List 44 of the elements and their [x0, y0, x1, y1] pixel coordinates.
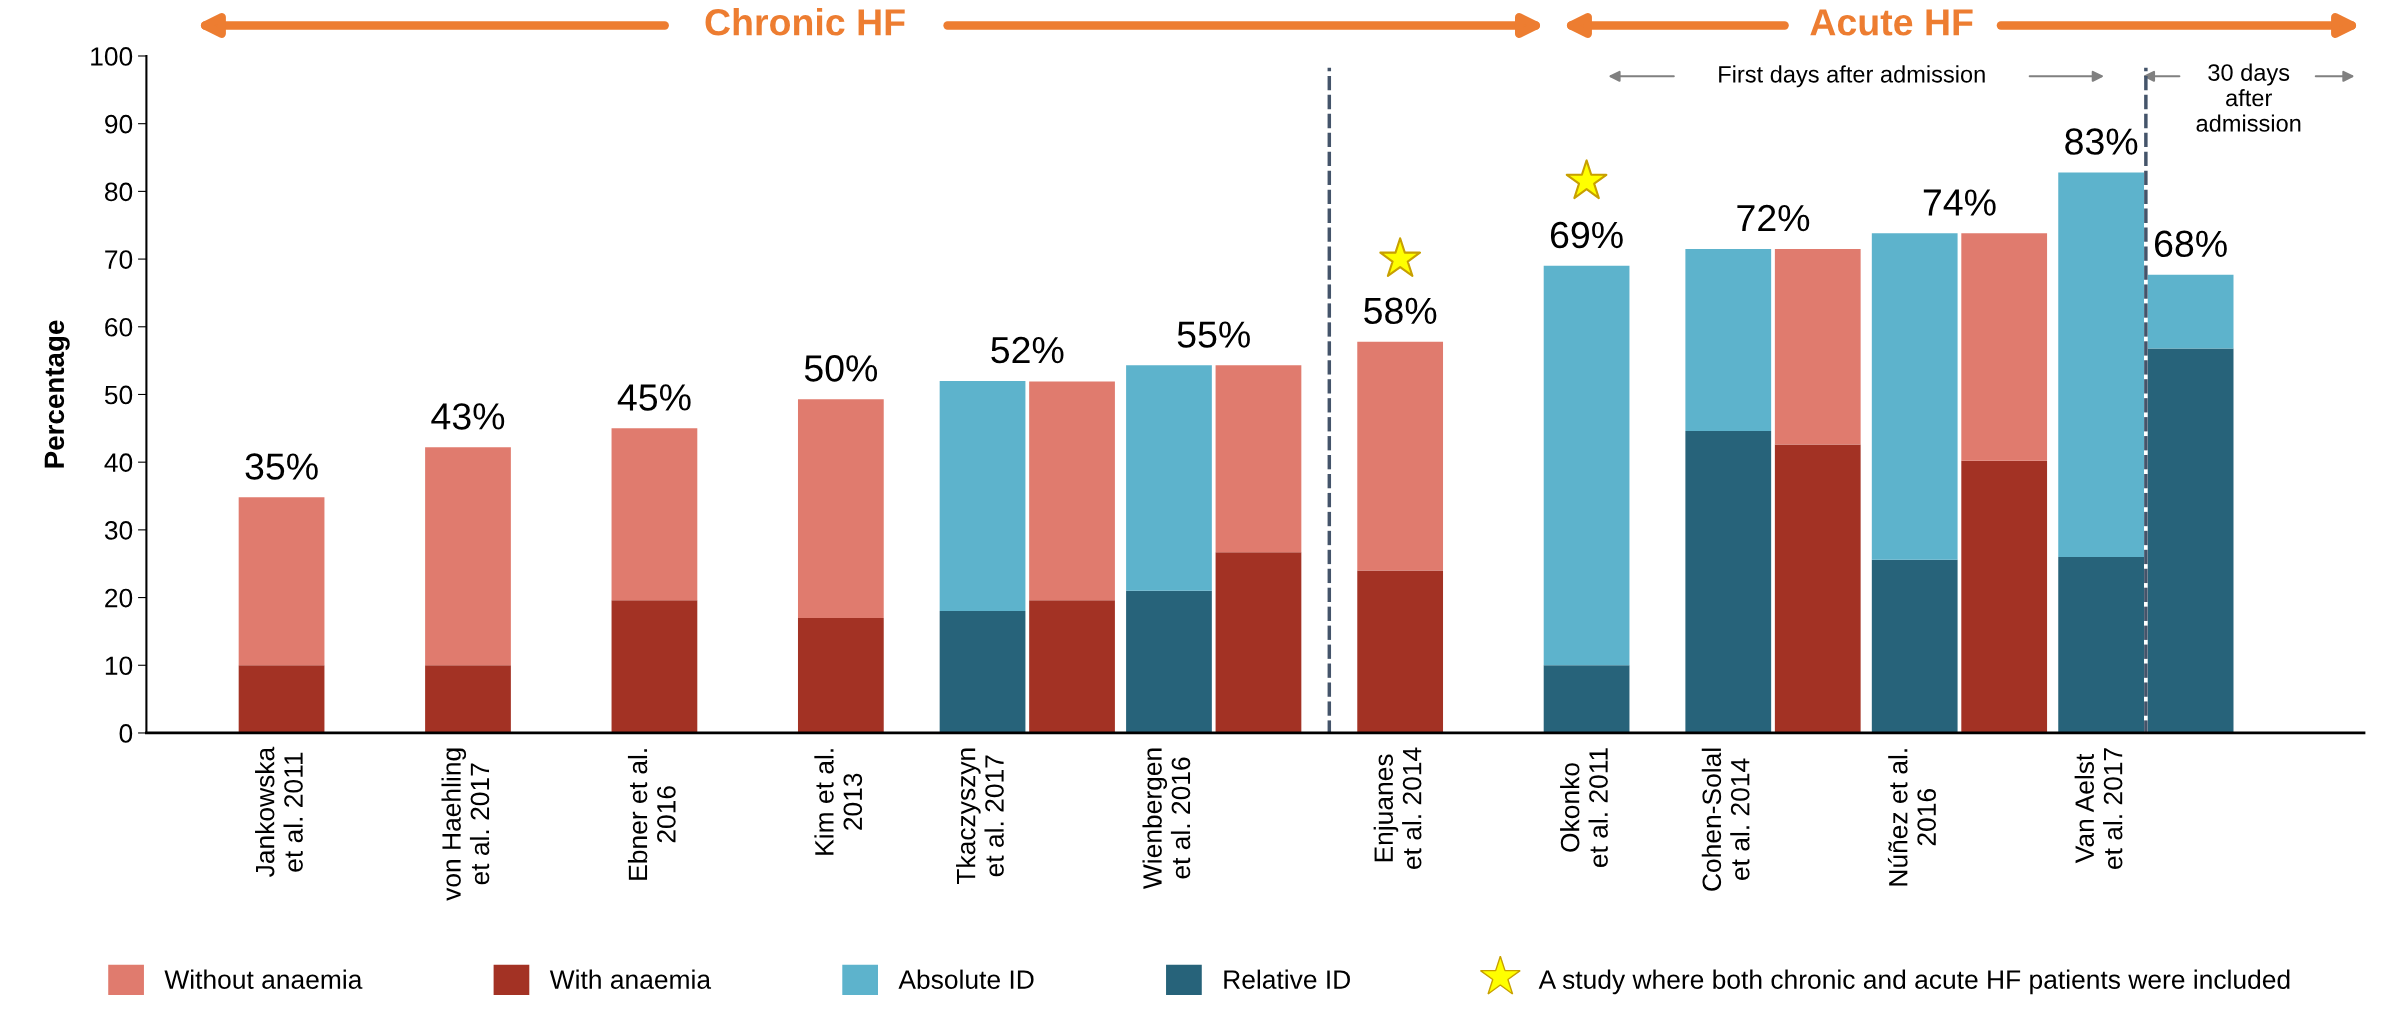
- x-tick-label: von Haehling et al. 2017: [441, 748, 490, 901]
- x-tick-label: Cohen-Solal et al. 2014: [1701, 748, 1750, 891]
- legend-label: Without anaemia: [164, 969, 363, 989]
- x-tick-label: Wienbergen et al. 2016: [1142, 748, 1191, 890]
- x-tick-label: Van Aelst et al. 2017: [2074, 748, 2123, 869]
- total-label: 55%: [1177, 321, 1250, 348]
- legend-label: With anaemia: [549, 969, 712, 989]
- y-tick-label: 50: [104, 385, 133, 405]
- y-tick-label: 10: [105, 656, 133, 676]
- total-label: 35%: [245, 453, 318, 480]
- y-tick-label: 0: [119, 724, 133, 743]
- legend-label: Absolute ID: [898, 969, 1034, 989]
- x-tick-label: Kim et al. 2013: [814, 749, 863, 855]
- total-label: 52%: [991, 336, 1064, 364]
- legend-label: Relative ID: [1224, 969, 1350, 989]
- total-label: 83%: [2065, 128, 2138, 155]
- y-axis-title: Percentage: [44, 320, 70, 468]
- y-tick-label: 100: [91, 47, 133, 66]
- legend-label: A study where both chronic and acute HF patients were included: [1538, 969, 2290, 995]
- y-tick-label: 20: [105, 588, 133, 608]
- total-label: 68%: [2155, 230, 2227, 258]
- total-label: 45%: [617, 384, 691, 411]
- annotation: 30 days after admission: [2196, 63, 2301, 132]
- y-tick-label: 90: [105, 114, 133, 134]
- text: Acute HF: [1810, 9, 1973, 36]
- x-tick-label: Okonko et al. 2011: [1560, 748, 1608, 868]
- y-tick-label: 60: [105, 317, 133, 337]
- total-label: 50%: [804, 355, 878, 382]
- total-label: 69%: [1550, 221, 1623, 249]
- x-tick-label: Ebner et al. 2016: [627, 749, 676, 880]
- y-tick-label: 40: [104, 453, 133, 472]
- total-label: 43%: [431, 403, 505, 430]
- annotation: First days after admission: [1719, 65, 1985, 88]
- total-label: 74%: [1923, 189, 1996, 216]
- y-tick-label: 80: [105, 182, 133, 202]
- text: Chronic HF: [705, 8, 905, 36]
- x-tick-label: Tkaczyszyn et al. 2017: [956, 748, 1004, 885]
- y-tick-label: 70: [105, 250, 133, 269]
- x-tick-label: Núñez et al. 2016: [1887, 749, 1936, 886]
- total-label: 58%: [1364, 297, 1437, 325]
- x-tick-label: Jankowska et al. 2011: [255, 746, 303, 877]
- x-tick-label: Enjuanes et al. 2014: [1373, 747, 1422, 869]
- total-label: 72%: [1737, 204, 1810, 232]
- y-tick-label: 30: [104, 521, 133, 540]
